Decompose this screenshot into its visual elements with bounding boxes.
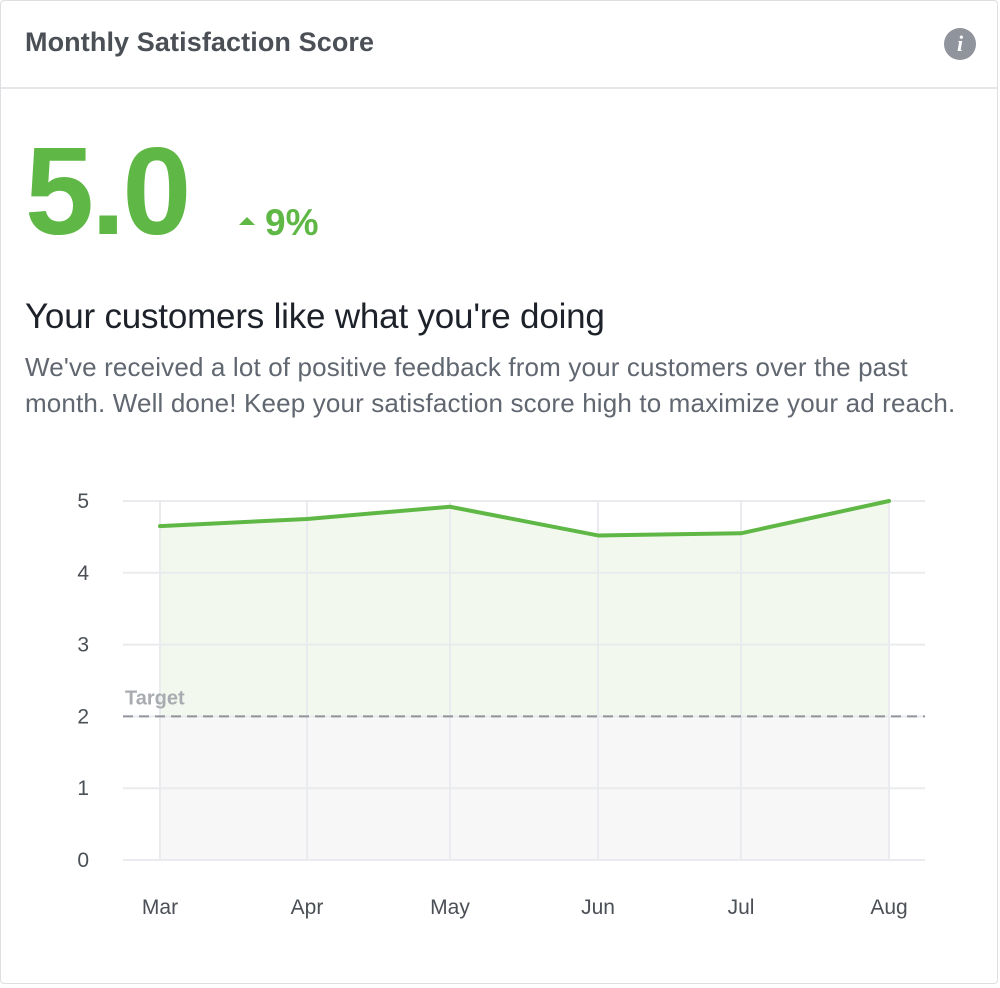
x-tick-label: Mar — [142, 896, 178, 919]
x-tick-label: Jun — [581, 896, 615, 919]
card-title: Monthly Satisfaction Score — [25, 27, 375, 57]
y-tick-label: 0 — [77, 849, 89, 872]
arrow-up-icon — [239, 217, 255, 225]
x-tick-label: Apr — [291, 896, 324, 919]
y-tick-label: 1 — [77, 777, 89, 800]
y-tick-label: 5 — [77, 490, 89, 513]
x-tick-label: Aug — [870, 896, 907, 919]
target-label: Target — [125, 687, 185, 709]
y-tick-label: 3 — [77, 634, 89, 657]
score-change-value: 9% — [265, 202, 319, 243]
score-change: 9% — [239, 201, 318, 245]
card-header: Monthly Satisfaction Score i — [1, 1, 997, 89]
y-tick-label: 4 — [77, 562, 89, 585]
score-area — [160, 501, 889, 717]
x-tick-label: May — [430, 896, 470, 919]
satisfaction-chart: Target 0 1 2 3 4 5 Mar Apr May Jun Jul Aug — [77, 490, 925, 919]
message-body: We've received a lot of positive feedbac… — [25, 352, 956, 418]
info-icon[interactable]: i — [944, 28, 976, 60]
score-value: 5.0 — [25, 123, 191, 261]
y-tick-label: 2 — [77, 705, 89, 728]
message-headline: Your customers like what you're doing — [25, 297, 605, 336]
x-tick-label: Jul — [728, 896, 755, 919]
series-line — [158, 499, 891, 538]
